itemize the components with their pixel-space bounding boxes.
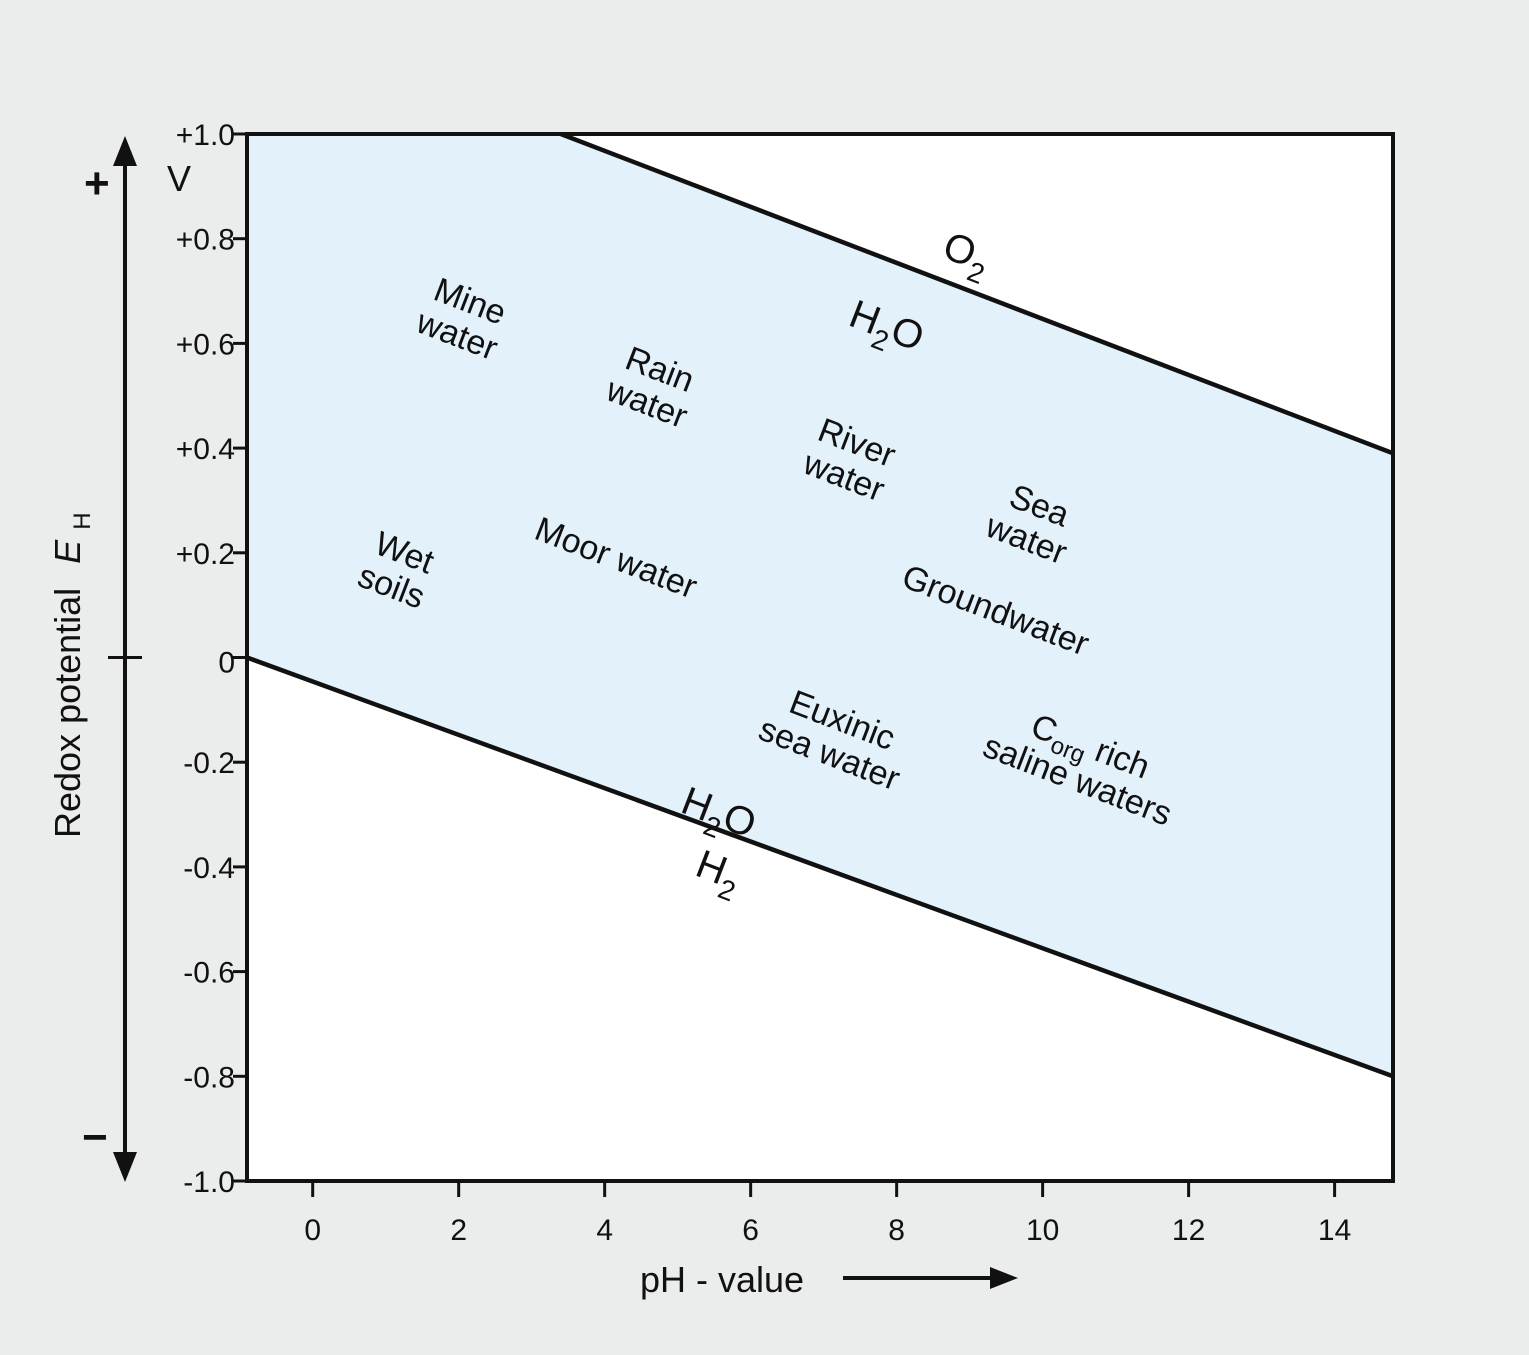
y-tick-label: -1.0 bbox=[183, 1166, 235, 1199]
y-axis-arrow-down bbox=[113, 1152, 137, 1182]
boundary-lines-layer bbox=[247, 134, 1393, 1079]
y-tick-label: -0.4 bbox=[183, 852, 235, 885]
x-tick-label: 4 bbox=[596, 1214, 613, 1247]
label-river-water: Riverwater bbox=[797, 410, 902, 509]
y-axis-arrow-up bbox=[113, 136, 137, 166]
h2o-h2-boundary-line bbox=[247, 655, 1393, 1079]
y-tick-label: -0.2 bbox=[183, 747, 235, 780]
label-wet-soils: Wetsoils bbox=[353, 523, 443, 616]
y-tick-label: -0.8 bbox=[183, 1061, 235, 1094]
o2-h2o-boundary-line bbox=[554, 134, 1393, 456]
x-tick-label: 2 bbox=[450, 1214, 467, 1247]
x-tick-label: 14 bbox=[1318, 1214, 1351, 1247]
y-tick-label: 0 bbox=[218, 647, 235, 680]
axis-titles: pH - value Redox potential E H V + − bbox=[47, 158, 804, 1300]
y-tick-label: +1.0 bbox=[176, 119, 235, 152]
water-stability-field bbox=[247, 134, 1393, 1077]
x-tick-label: 10 bbox=[1026, 1214, 1059, 1247]
reducing-sign: − bbox=[82, 1113, 108, 1162]
y-axis-title-text: Redox potential bbox=[47, 588, 88, 838]
y-axis-title-subscript: H bbox=[69, 512, 96, 529]
oxidizing-sign: + bbox=[84, 159, 110, 208]
x-axis-title: pH - value bbox=[640, 1259, 804, 1300]
y-axis: +1.0 +0.8 +0.6 +0.4 +0.2 0 -0.2 -0.4 -0.6 -0.8 -1.… bbox=[108, 119, 247, 1199]
y-tick-label: +0.2 bbox=[176, 538, 235, 571]
x-tick-label: 12 bbox=[1172, 1214, 1205, 1247]
y-axis-unit: V bbox=[167, 158, 191, 199]
x-axis: 0 2 4 6 8 10 12 14 bbox=[304, 1181, 1351, 1289]
y-axis-title: Redox potential E H bbox=[47, 512, 96, 838]
x-tick-label: 6 bbox=[742, 1214, 759, 1247]
x-tick-label: 0 bbox=[304, 1214, 321, 1247]
y-tick-label: +0.8 bbox=[176, 224, 235, 257]
y-tick-label: +0.4 bbox=[176, 433, 235, 466]
water-stability-field-layer bbox=[247, 134, 1393, 1181]
x-axis-arrow-head bbox=[990, 1267, 1018, 1289]
y-tick-label: +0.6 bbox=[176, 328, 235, 361]
x-tick-label: 8 bbox=[888, 1214, 905, 1247]
y-tick-label: -0.6 bbox=[183, 957, 235, 990]
y-axis-title-symbol: E bbox=[47, 539, 88, 564]
